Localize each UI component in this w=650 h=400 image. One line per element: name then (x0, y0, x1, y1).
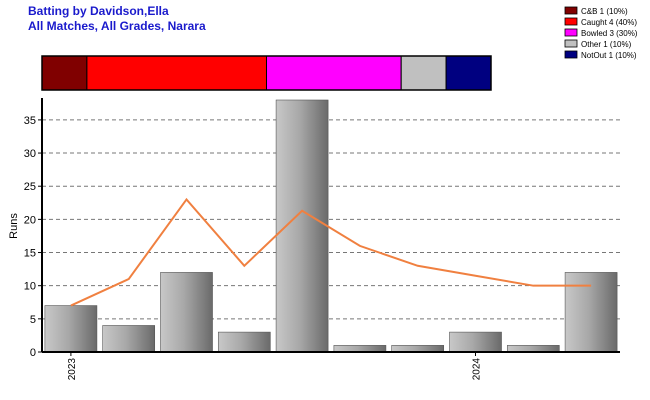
stack-segment (266, 55, 402, 91)
runs-bar (275, 99, 329, 353)
trend-line (70, 197, 592, 307)
runs-bar (564, 272, 618, 353)
runs-bar (44, 305, 98, 353)
runs-bar (217, 331, 271, 353)
y-tick-label: 25 (24, 181, 36, 193)
trend-line-layer (70, 197, 592, 307)
stack-outline (41, 55, 492, 91)
legend-swatch (564, 50, 578, 59)
grid-lines (42, 119, 620, 320)
legend-swatch (564, 6, 578, 15)
y-tick-label: 35 (24, 115, 36, 127)
stack-segment (86, 55, 268, 91)
runs-bars (44, 99, 618, 353)
dismissal-stacked-bar (41, 55, 492, 91)
y-axis-label: Runs (8, 213, 20, 239)
legend-label: Caught 4 (40%) (581, 18, 637, 27)
legend: C&B 1 (10%) Caught 4 (40%) Bowled 3 (30%) O… (564, 6, 638, 60)
legend-label: Bowled 3 (30%) (581, 29, 638, 38)
y-tick-label: 0 (30, 347, 36, 359)
runs-bar (449, 331, 502, 353)
legend-swatch (564, 28, 578, 37)
runs-bar (102, 325, 156, 353)
x-tick-label: 2024 (472, 358, 483, 381)
y-tick-label: 15 (24, 248, 36, 260)
stack-segment (400, 55, 447, 91)
y-tick-label: 20 (24, 214, 36, 226)
legend-swatch (564, 17, 578, 26)
runs-bar (160, 272, 213, 353)
axes: 0 5 10 15 20 25 30 35 2023 2024 Runs (8, 98, 620, 380)
legend-label: Other 1 (10%) (581, 40, 632, 49)
y-tick-label: 30 (24, 148, 36, 160)
chart-subtitle: All Matches, All Grades, Narara (28, 19, 206, 33)
x-tick-label: 2023 (67, 358, 78, 381)
y-tick-label: 5 (30, 314, 36, 326)
legend-label: NotOut 1 (10%) (581, 51, 637, 60)
stack-segment (445, 55, 492, 91)
chart-title: Batting by Davidson,Ella (28, 4, 169, 18)
y-tick-label: 10 (24, 281, 36, 293)
legend-swatch (564, 39, 578, 48)
legend-label: C&B 1 (10%) (581, 7, 628, 16)
stack-segment (41, 55, 88, 91)
